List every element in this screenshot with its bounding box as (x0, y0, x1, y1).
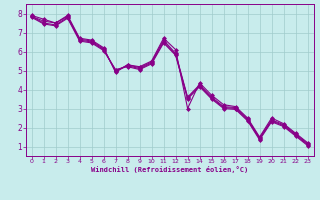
X-axis label: Windchill (Refroidissement éolien,°C): Windchill (Refroidissement éolien,°C) (91, 166, 248, 173)
